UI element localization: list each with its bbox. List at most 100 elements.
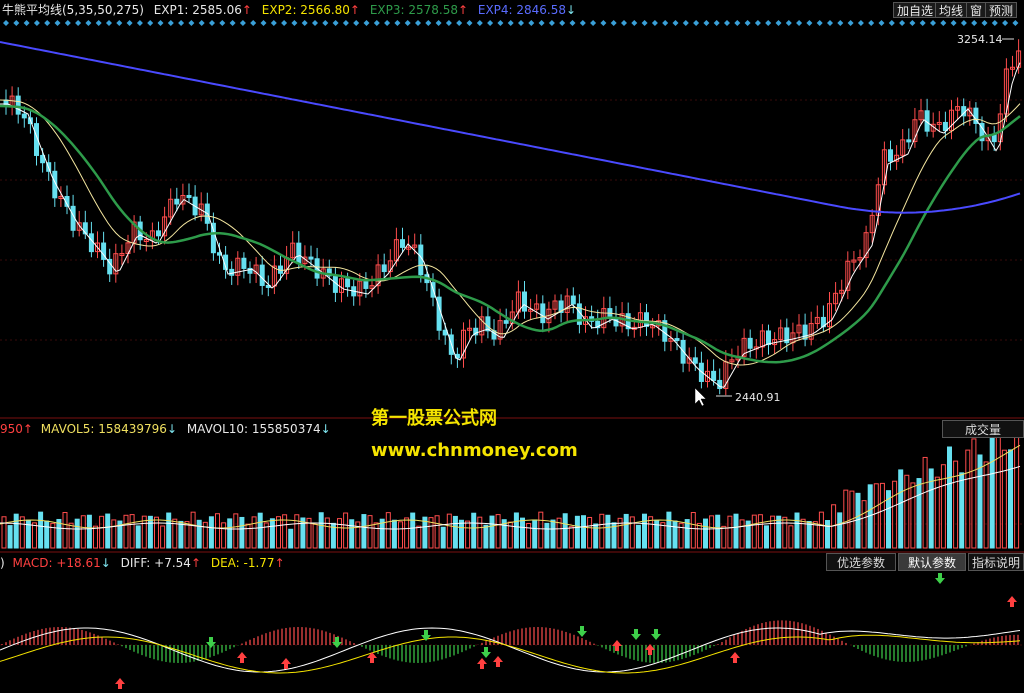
volume-bar <box>501 519 507 549</box>
macd-param-close: ) <box>0 556 5 570</box>
candle-body <box>906 139 912 143</box>
signal-diamond <box>13 20 20 26</box>
signal-diamond <box>641 20 648 26</box>
volume-bar <box>160 525 166 549</box>
candle-body <box>400 239 405 248</box>
sell-arrow-icon <box>935 573 945 584</box>
optimized-params-tab[interactable]: 优选参数 <box>826 553 896 571</box>
volume-bar <box>337 518 342 549</box>
volume-bar <box>672 520 678 549</box>
mavol5-value: MAVOL5: 158439796↓ <box>40 422 177 436</box>
volume-bar <box>398 521 403 549</box>
volume-bar <box>965 449 971 549</box>
volume-bar <box>776 515 782 549</box>
volume-bar <box>721 525 727 549</box>
signal-diamond <box>569 20 576 26</box>
price-indicator-bar: 牛熊平均线(5,35,50,275) EXP1: 2585.06↑ EXP2: … <box>2 2 582 18</box>
signal-diamond <box>662 20 669 26</box>
candle-body <box>76 222 82 231</box>
signal-diamond <box>260 20 267 26</box>
candle-body <box>979 122 985 142</box>
volume-bar <box>452 515 458 549</box>
signal-diamond <box>960 20 967 26</box>
volume-bar <box>520 517 525 549</box>
volume-bar <box>385 512 391 549</box>
volume-bar <box>556 517 562 549</box>
candle-body <box>503 320 509 324</box>
signal-diamond <box>703 20 710 26</box>
volume-bar <box>886 490 891 549</box>
candle-body <box>461 329 466 359</box>
signal-diamond <box>847 20 854 26</box>
candle-body <box>15 95 21 115</box>
volume-bar <box>251 516 257 549</box>
candle-body <box>156 230 161 237</box>
candle-body <box>119 252 125 256</box>
candle-body <box>918 110 924 121</box>
forecast-button[interactable]: 预测 <box>985 2 1018 18</box>
volume-bar <box>257 512 263 549</box>
volume-bar <box>221 522 227 549</box>
volume-bar <box>770 515 776 549</box>
sell-arrow-icon <box>481 647 491 658</box>
diff-line <box>0 627 1021 673</box>
signal-diamond <box>528 20 535 26</box>
window-button[interactable]: 窗 <box>966 2 987 18</box>
volume-bar <box>727 515 733 549</box>
volume-bar <box>269 518 275 549</box>
signal-diamond <box>991 20 998 26</box>
signal-diamond <box>322 20 329 26</box>
candle-body <box>40 154 46 164</box>
signal-diamond <box>116 20 123 26</box>
moving-average-button[interactable]: 均线 <box>935 2 968 18</box>
signal-diamond <box>950 20 957 26</box>
volume-bar <box>117 520 123 549</box>
candle-body <box>808 323 814 340</box>
signal-diamond <box>54 20 61 26</box>
volume-bar <box>526 522 532 549</box>
volume-bar <box>587 516 593 549</box>
volume-bar <box>538 511 544 549</box>
volume-bar <box>477 516 483 549</box>
volume-bar <box>215 513 220 549</box>
volume-bar <box>1014 425 1020 549</box>
signal-diamond <box>404 20 411 26</box>
volume-bar <box>898 469 904 549</box>
signal-diamond <box>178 20 185 26</box>
signal-diamond <box>940 20 947 26</box>
ma35-line <box>0 99 1021 366</box>
candle-body <box>253 264 259 274</box>
volume-bar <box>794 512 800 549</box>
indicator-help-tab[interactable]: 指标说明 <box>968 553 1024 571</box>
volume-bar <box>495 514 501 549</box>
volume-bar <box>135 525 141 549</box>
candle-body <box>759 330 765 348</box>
signal-diamond <box>507 20 514 26</box>
candle-body <box>595 320 601 329</box>
volume-bar <box>355 521 361 549</box>
indicator-exp2: EXP2: 2566.80↑ <box>261 3 360 17</box>
add-watchlist-button[interactable]: 加自选 <box>893 2 938 18</box>
default-params-tab[interactable]: 默认参数 <box>898 553 966 571</box>
macd-indicator-bar: ) MACD: +18.61↓ DIFF: +7.54↑ DEA: -1.77↑ <box>0 555 291 571</box>
candle-body <box>186 194 192 198</box>
volume-bar <box>709 515 715 549</box>
candle-body <box>406 246 412 250</box>
volume-bar <box>635 524 641 549</box>
volume-bar <box>318 512 324 549</box>
candle-body <box>497 320 503 340</box>
dea-line <box>0 634 1021 674</box>
signal-diamond <box>548 20 555 26</box>
volume-bar <box>154 516 159 549</box>
candle-body <box>296 242 302 265</box>
volume-bar <box>642 513 647 549</box>
buy-arrow-icon <box>237 652 247 663</box>
volume-bar <box>910 482 916 549</box>
volume-tab[interactable]: 成交量 <box>942 420 1024 438</box>
volume-bar <box>184 521 190 549</box>
volume-bar <box>605 514 611 549</box>
ma5-line <box>0 62 1021 388</box>
signal-diamond <box>724 20 730 26</box>
volume-bar <box>550 519 556 549</box>
